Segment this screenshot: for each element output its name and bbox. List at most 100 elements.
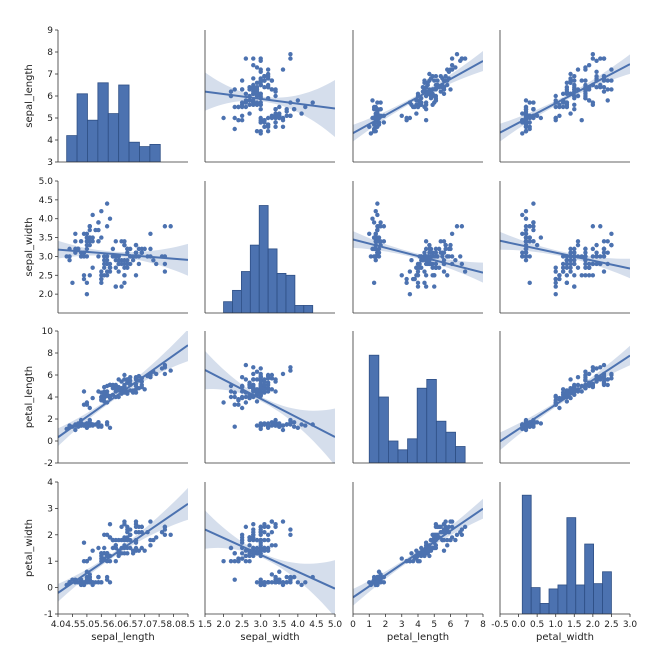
scatter-point	[265, 67, 271, 72]
scatter-point	[609, 231, 614, 236]
scatter-point	[404, 276, 409, 282]
scatter-point	[553, 269, 558, 274]
scatter-point	[373, 258, 378, 263]
scatter-point	[601, 373, 607, 379]
scatter-point	[70, 577, 75, 582]
scatter-point	[139, 545, 144, 551]
scatter-point	[228, 389, 234, 394]
scatter-point	[99, 398, 104, 403]
x-tick-label: 0.5	[530, 620, 544, 630]
scatter-point	[228, 559, 234, 564]
scatter-point	[527, 239, 532, 244]
scatter-point	[432, 273, 437, 278]
scatter-point	[430, 265, 435, 270]
scatter-point	[422, 104, 427, 110]
scatter-point	[251, 527, 256, 532]
scatter-point	[168, 532, 173, 537]
scatter-point	[254, 399, 260, 404]
scatter-point	[162, 532, 168, 537]
scatter-point	[371, 104, 377, 110]
x-tick-label: 3.5	[272, 620, 286, 630]
scatter-point	[423, 540, 429, 545]
scatter-point	[454, 224, 460, 229]
scatter-point	[251, 371, 256, 377]
scatter-point	[280, 371, 286, 377]
panel-sepal_length-vs-sepal_length: 3 4 5 6 7 8 9 sepal_length	[24, 26, 188, 168]
scatter-point	[148, 537, 153, 543]
scatter-point	[605, 98, 610, 103]
scatter-point	[104, 551, 110, 556]
scatter-point	[433, 246, 439, 252]
scatter-point	[265, 580, 271, 585]
scatter-point	[122, 522, 127, 527]
panel-sepal_width-vs-sepal_length: 2.0 2.5 3.0 3.5 4.0 4.5 5.0 sepal_width	[24, 177, 188, 314]
scatter-point	[239, 104, 245, 110]
scatter-point	[280, 427, 286, 433]
scatter-point	[449, 231, 455, 236]
scatter-point	[258, 82, 263, 88]
scatter-point	[154, 535, 159, 540]
scatter-point	[81, 231, 87, 236]
scatter-point	[254, 100, 260, 105]
regression-line	[58, 344, 188, 439]
x-axis-label-petal_length: petal_length	[387, 632, 449, 643]
scatter-point	[520, 212, 525, 218]
scatter-point	[376, 569, 382, 574]
scatter-point	[523, 129, 529, 134]
scatter-point	[572, 74, 577, 79]
scatter-point	[590, 368, 596, 373]
scatter-point	[254, 391, 260, 396]
scatter-point	[523, 224, 529, 229]
scatter-point	[445, 67, 450, 72]
scatter-point	[247, 98, 252, 103]
scatter-point	[575, 375, 581, 380]
scatter-point	[560, 392, 566, 397]
scatter-point	[254, 580, 260, 585]
scatter-point	[371, 235, 377, 240]
scatter-point	[269, 78, 275, 83]
y-tick-label: 4	[47, 478, 53, 488]
scatter-point	[564, 273, 570, 278]
scatter-point	[590, 381, 596, 386]
scatter-point	[133, 519, 139, 524]
scatter-point	[575, 382, 581, 388]
scatter-point	[427, 553, 432, 559]
scatter-point	[422, 269, 427, 274]
scatter-point	[440, 537, 445, 543]
hist-bar-petal_length-2	[388, 440, 399, 463]
scatter-point	[462, 56, 468, 61]
x-tick-label: 5.0	[328, 620, 343, 630]
x-tick-label: 8.5	[181, 620, 195, 630]
hist-bar-petal_length-0	[368, 354, 380, 463]
scatter-point	[73, 231, 78, 236]
scatter-point	[243, 400, 249, 405]
hist-bar-petal_length-7	[435, 420, 447, 463]
scatter-point	[128, 545, 133, 551]
scatter-point	[113, 545, 118, 551]
scatter-point	[433, 250, 439, 255]
scatter-point	[564, 261, 570, 267]
x-tick-label: 7	[464, 620, 470, 630]
scatter-point	[445, 82, 450, 88]
scatter-point	[102, 532, 107, 537]
scatter-point	[104, 224, 110, 229]
scatter-point	[368, 131, 374, 136]
scatter-point	[443, 246, 448, 252]
scatter-point	[575, 265, 581, 270]
x-tick-label: 4	[415, 620, 421, 630]
scatter-point	[586, 62, 592, 68]
scatter-point	[435, 532, 440, 537]
scatter-point	[221, 115, 226, 121]
scatter-point	[284, 113, 289, 119]
scatter-point	[269, 87, 275, 92]
panel-sepal_width-vs-petal_length	[352, 181, 483, 314]
scatter-point	[90, 235, 95, 240]
scatter-point	[553, 115, 558, 121]
scatter-point	[568, 265, 573, 270]
scatter-point	[609, 78, 614, 83]
scatter-point	[583, 254, 588, 259]
scatter-point	[590, 56, 596, 61]
scatter-point	[130, 390, 136, 395]
scatter-point	[375, 250, 380, 255]
scatter-point	[265, 389, 271, 394]
